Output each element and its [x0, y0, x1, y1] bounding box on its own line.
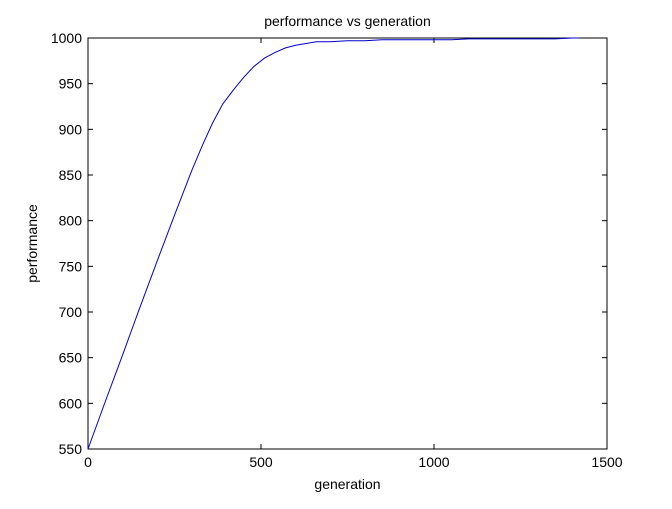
y-axis-label: performance [24, 204, 40, 283]
chart-title: performance vs generation [264, 13, 431, 29]
series-line-0 [87, 37, 580, 450]
y-tick-label: 750 [59, 258, 83, 274]
plot-area [87, 37, 608, 450]
x-tick-label: 1500 [591, 454, 622, 470]
x-tick-label: 1000 [418, 454, 449, 470]
series-layer [87, 37, 580, 450]
y-tick-label: 600 [59, 395, 83, 411]
y-tick-label: 700 [59, 304, 83, 320]
y-tick-label: 650 [59, 350, 83, 366]
x-tick-label: 500 [249, 454, 273, 470]
y-tick-label: 550 [59, 441, 83, 457]
x-tick-label: 0 [84, 454, 92, 470]
y-tick-label: 1000 [51, 30, 82, 46]
ticks-layer: 0 500 1000 1500 550 600 650 700 750 800 850 900 950 1… [51, 30, 623, 470]
y-tick-label: 950 [59, 76, 83, 92]
x-axis-label: generation [314, 476, 380, 492]
y-tick-label: 800 [59, 213, 83, 229]
y-tick-label: 850 [59, 167, 83, 183]
y-tick-label: 900 [59, 121, 83, 137]
